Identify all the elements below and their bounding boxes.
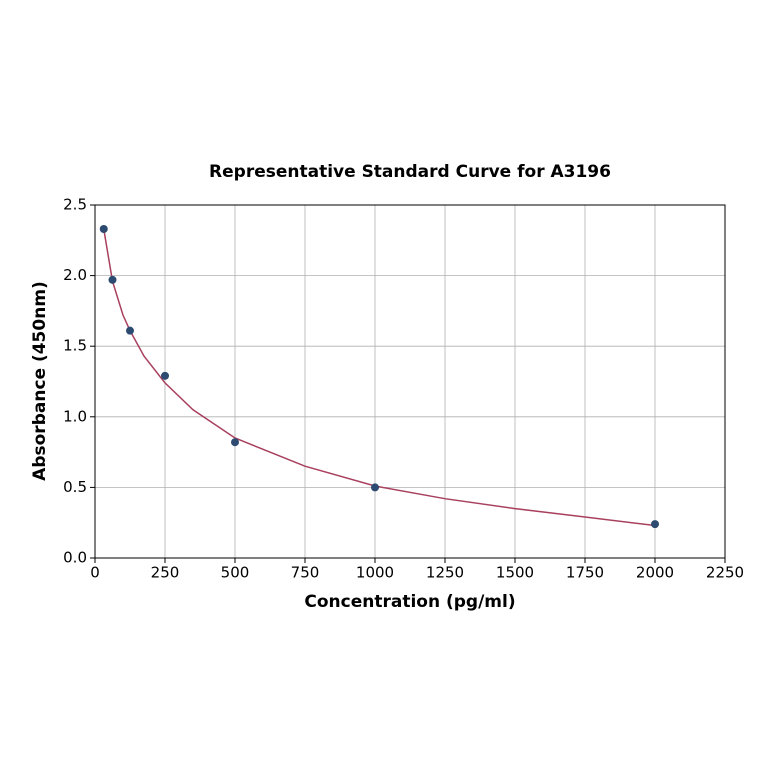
data-point — [108, 275, 117, 284]
data-point — [126, 326, 134, 335]
y-tick-label: 0.5 — [63, 478, 87, 496]
x-tick-label: 1750 — [566, 564, 604, 582]
x-tick-label: 250 — [151, 564, 180, 582]
x-tick-label: 1000 — [356, 564, 394, 582]
chart-title: Representative Standard Curve for A3196 — [209, 162, 611, 182]
x-tick-label: 1250 — [426, 564, 464, 582]
y-axis-label: Absorbance (450nm) — [30, 281, 50, 481]
plot-frame — [94, 204, 726, 559]
x-tick-label: 1500 — [496, 564, 534, 582]
data-point — [231, 438, 239, 447]
x-tick-label: 750 — [291, 564, 320, 582]
y-tick-label: 2.0 — [63, 266, 87, 284]
x-tick-label: 500 — [221, 564, 250, 582]
fit-curve — [103, 228, 656, 527]
y-tick-label: 1.0 — [63, 407, 87, 425]
x-tick-label: 2250 — [706, 564, 744, 582]
y-tick-label: 2.5 — [63, 196, 87, 214]
x-tick-label: 2000 — [636, 564, 674, 582]
data-point — [651, 520, 659, 529]
x-axis-label: Concentration (pg/ml) — [304, 592, 515, 612]
data-point — [371, 483, 379, 492]
data-point — [99, 225, 108, 234]
y-tick-label: 1.5 — [63, 337, 87, 355]
y-tick-label: 0.0 — [63, 549, 87, 567]
x-tick-label: 0 — [90, 564, 100, 582]
data-point — [161, 371, 169, 380]
